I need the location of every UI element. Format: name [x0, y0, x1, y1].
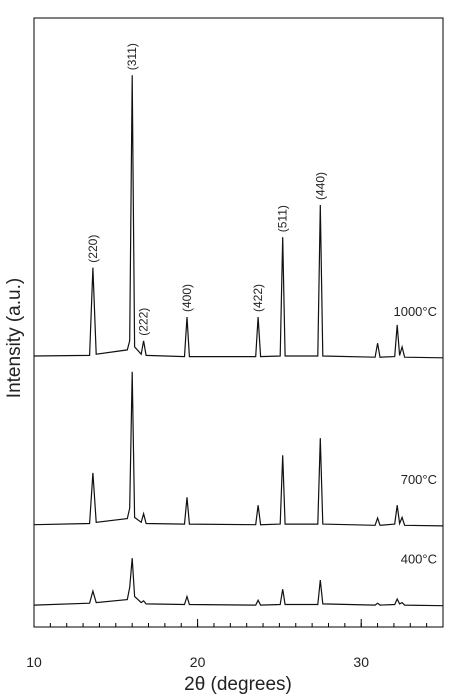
peak-annotation: (422)	[251, 284, 265, 312]
series-label: 1000°C	[393, 304, 437, 319]
series-label: 400°C	[401, 552, 437, 567]
peak-annotation: (220)	[86, 235, 100, 263]
x-tick-label: 10	[26, 654, 42, 670]
series-label: 700°C	[401, 472, 437, 487]
x-axis-label: 2θ (degrees)	[184, 674, 292, 695]
peak-annotation: (311)	[125, 43, 139, 70]
peak-annotation: (440)	[313, 172, 327, 200]
x-tick-label: 30	[353, 654, 369, 670]
xrd-trace	[33, 371, 444, 527]
peak-annotation: (400)	[180, 284, 194, 312]
peak-annotation: (222)	[137, 308, 151, 336]
peak-annotation: (511)	[276, 205, 290, 232]
xrd-trace	[33, 75, 444, 359]
plot-frame	[33, 17, 444, 628]
x-tick-label: 20	[190, 654, 206, 670]
y-axis-label: Intensity (a.u.)	[4, 278, 25, 398]
xrd-trace	[33, 558, 444, 607]
